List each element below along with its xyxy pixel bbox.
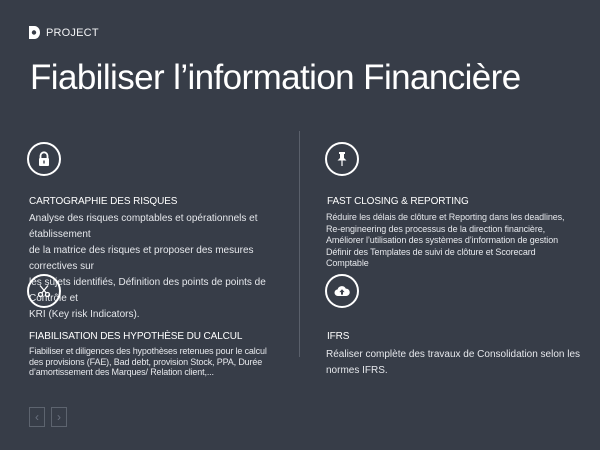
card-line: d’amortissement des Marques/ Relation cl… [29,367,214,377]
card-title-ifrs: IFRS [327,331,350,342]
scissors-icon [27,274,61,308]
pushpin-icon [325,142,359,176]
chevron-right-icon: › [57,410,61,424]
cloud-upload-icon [325,274,359,308]
card-line: des provisions (FAE), Bad debt, provisio… [29,356,263,367]
card-line: Réduire les délais de clôture et Reporti… [326,212,565,222]
card-line: de la matrice des risques et proposer de… [29,245,254,272]
card-line: Améliorer l’utilisation des systèmes d’i… [326,235,559,245]
card-title-cartographie: CARTOGRAPHIE DES RISQUES [29,196,178,207]
card-line: normes IFRS. [326,365,388,376]
card-line: KRI (Key risk Indicators). [29,309,140,320]
previous-slide-button[interactable]: ‹ [29,407,45,427]
card-body-fast-closing: Réduire les délais de clôture et Reporti… [326,212,576,270]
card-line: Réaliser complète des travaux de Consoli… [326,349,581,360]
chevron-left-icon: ‹ [35,410,39,424]
card-title-fiabilisation: FIABILISATION DES HYPOTHÈSE DU CALCUL [29,331,243,342]
card-line: Analyse des risques comptables et opérat… [29,213,258,240]
card-body-ifrs: Réaliser complète des travaux de Consoli… [326,347,588,379]
column-divider [299,131,300,357]
card-body-cartographie: Analyse des risques comptables et opérat… [29,211,291,323]
page-title: Fiabiliser l’information Financière [30,58,521,97]
lock-icon [27,142,61,176]
next-slide-button[interactable]: › [51,407,67,427]
card-line: Fiabiliser et diligences des hypothèses … [29,346,267,356]
card-body-fiabilisation: Fiabiliser et diligences des hypothèses … [29,346,287,378]
project-logo-icon [29,26,40,39]
card-title-fast-closing: FAST CLOSING & REPORTING [327,196,469,207]
card-line: Re-engineering des processus de la direc… [326,223,546,234]
card-line: les sujets identifiés, Définition des po… [29,277,266,304]
card-line: Définir des Templates de suivi de clôtur… [326,246,536,269]
project-header: PROJECT [27,25,99,40]
project-label: PROJECT [46,26,99,39]
